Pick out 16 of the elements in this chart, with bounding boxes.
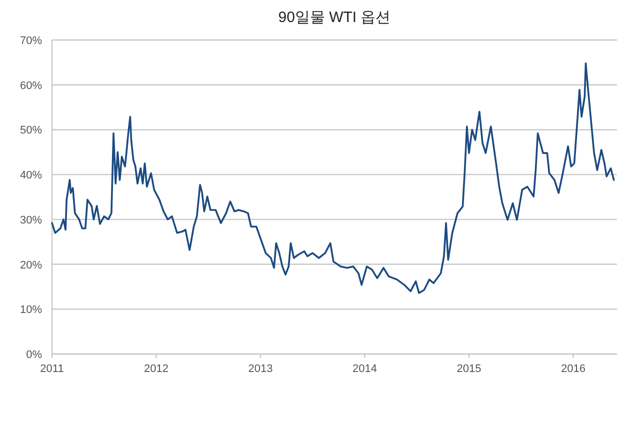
x-tick-label: 2016 bbox=[560, 363, 586, 375]
chart-title: 90일물 WTI 옵션 bbox=[278, 9, 391, 26]
y-tick-label: 20% bbox=[20, 259, 42, 272]
x-tick-label: 2015 bbox=[456, 363, 482, 375]
x-tick-label: 2011 bbox=[40, 363, 64, 375]
y-tick-label: 40% bbox=[20, 170, 42, 182]
x-tick-label: 2013 bbox=[248, 363, 273, 375]
y-tick-label: 60% bbox=[20, 80, 42, 92]
line-series bbox=[51, 62, 615, 294]
y-tick-label: 10% bbox=[20, 304, 42, 316]
y-tick-label: 50% bbox=[20, 124, 42, 137]
y-tick-label: 30% bbox=[20, 214, 42, 226]
x-tick-label: 2012 bbox=[144, 363, 168, 375]
y-tick-label: 70% bbox=[20, 35, 42, 47]
y-tick-label: 0% bbox=[26, 349, 42, 361]
x-tick-label: 2014 bbox=[352, 363, 377, 375]
